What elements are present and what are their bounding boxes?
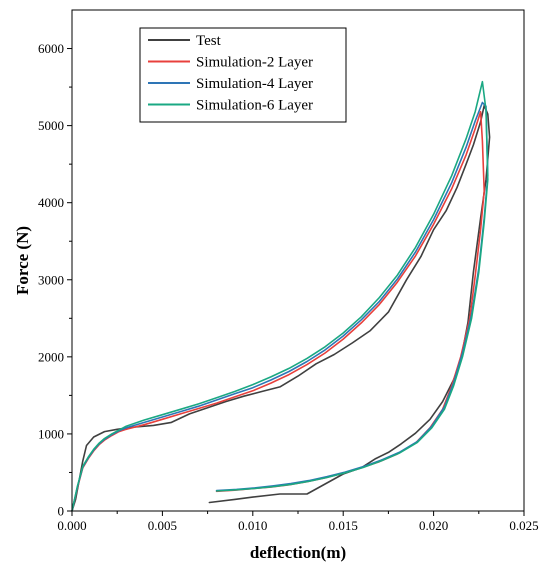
- x-tick-label: 0.005: [148, 518, 177, 533]
- legend-label: Simulation-2 Layer: [196, 55, 313, 71]
- series-line-1: [71, 110, 485, 512]
- series-line-0: [71, 104, 491, 512]
- y-tick-label: 0: [58, 504, 65, 519]
- x-axis: 0.000 0.005 0.010 0.015 0.020 0.025: [57, 511, 539, 533]
- legend-label: Test: [196, 33, 222, 49]
- legend-label: Simulation-4 Layer: [196, 76, 313, 92]
- y-axis-title: Force (N): [13, 226, 32, 295]
- y-axis: 0 1000 2000 3000 4000 5000 6000: [38, 41, 72, 519]
- x-tick-label: 0.020: [419, 518, 448, 533]
- y-tick-label: 5000: [38, 118, 64, 133]
- legend-label: Simulation-6 Layer: [196, 98, 313, 114]
- x-tick-label: 0.000: [57, 518, 86, 533]
- legend: Test Simulation-2 Layer Simulation-4 Layer…: [139, 27, 347, 123]
- x-tick-label: 0.010: [238, 518, 267, 533]
- x-tick-label: 0.015: [329, 518, 358, 533]
- legend-box: [139, 27, 347, 123]
- y-tick-label: 6000: [38, 41, 64, 56]
- series-layer: [71, 80, 491, 512]
- y-tick-label: 3000: [38, 272, 64, 287]
- series-line-2: [71, 101, 489, 512]
- series-line-3: [71, 80, 489, 512]
- y-tick-label: 4000: [38, 195, 64, 210]
- x-tick-label: 0.025: [509, 518, 538, 533]
- y-tick-label: 1000: [38, 426, 64, 441]
- x-axis-title: deflection(m): [250, 543, 346, 562]
- y-tick-label: 2000: [38, 349, 64, 364]
